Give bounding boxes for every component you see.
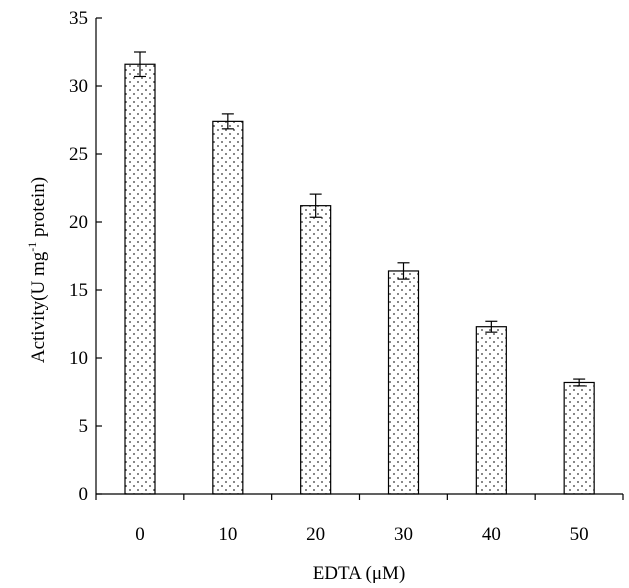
bars-layer xyxy=(124,63,595,495)
bar-20 xyxy=(300,205,332,495)
x-tick-label-50: 50 xyxy=(570,524,589,545)
y-axis-title-superscript: -1 xyxy=(25,242,39,252)
x-axis-title: EDTA (μM) xyxy=(313,563,406,584)
error-bars-layer xyxy=(134,51,586,387)
bar-40 xyxy=(475,326,507,495)
x-tick-label-10: 10 xyxy=(218,524,237,545)
bar-10 xyxy=(212,120,244,495)
x-ticks-layer: 0 10 20 30 40 50 xyxy=(95,494,624,545)
y-tick-label-20: 20 xyxy=(69,212,88,233)
y-tick-label-10: 10 xyxy=(69,348,88,369)
y-tick-label-30: 30 xyxy=(69,76,88,97)
x-tick-label-20: 20 xyxy=(306,524,325,545)
y-tick-label-15: 15 xyxy=(69,280,88,301)
x-tick-label-30: 30 xyxy=(394,524,413,545)
y-tick-label-5: 5 xyxy=(79,416,89,437)
bar-0 xyxy=(124,63,156,495)
x-tick-label-0: 0 xyxy=(135,524,145,545)
y-axis-title: Activity(U mg-1 protein) xyxy=(25,177,49,363)
y-tick-label-0: 0 xyxy=(79,484,89,505)
y-tick-label-35: 35 xyxy=(69,8,88,29)
x-tick-label-40: 40 xyxy=(482,524,501,545)
y-tick-label-25: 25 xyxy=(69,144,88,165)
y-ticks-layer: 0 5 10 15 20 25 30 35 xyxy=(69,8,102,505)
y-axis-title-main: Activity(U mg xyxy=(28,251,49,363)
bar-30 xyxy=(387,270,420,495)
y-axis-title-tail: protein) xyxy=(28,177,49,242)
bar-50 xyxy=(563,381,595,495)
